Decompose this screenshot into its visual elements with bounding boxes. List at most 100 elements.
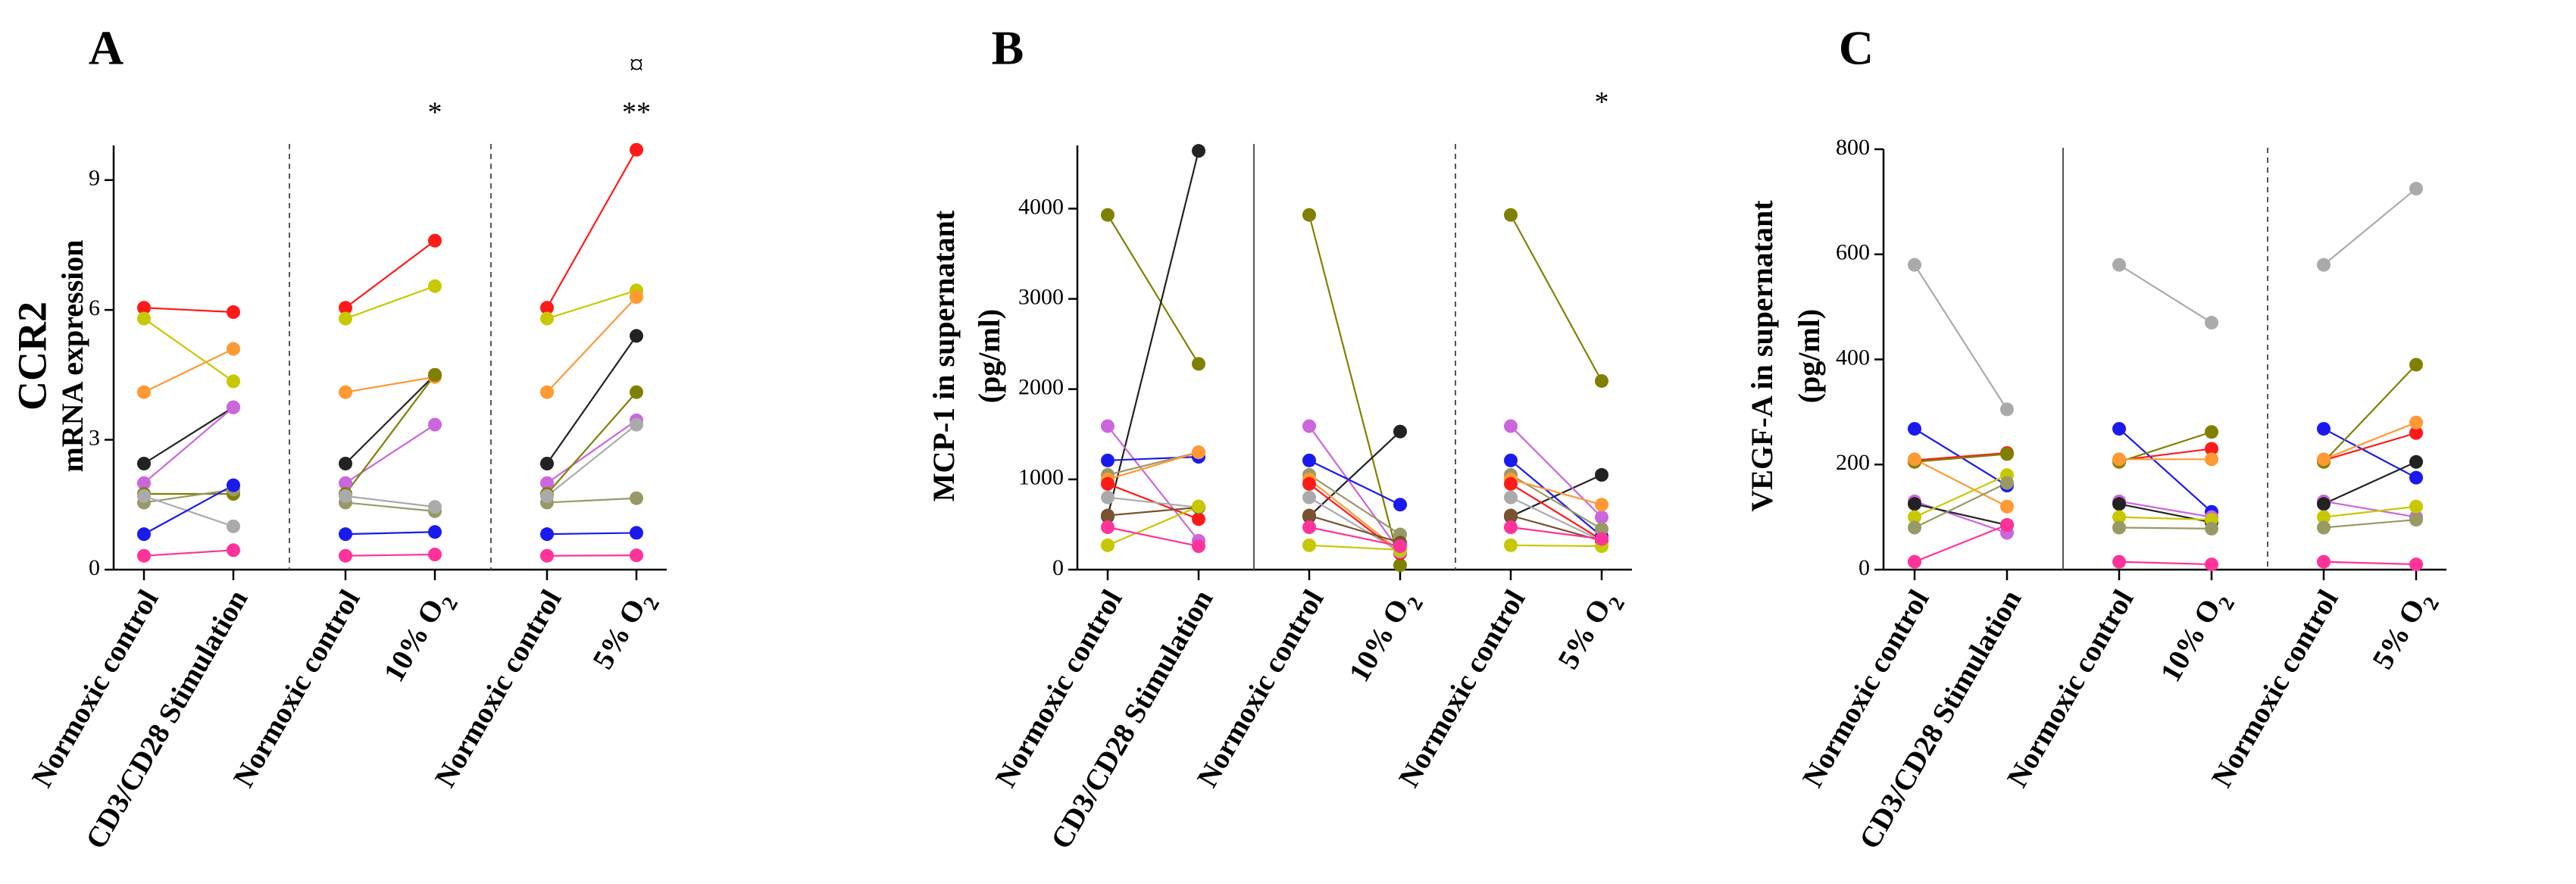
data-point [2112,497,2126,511]
data-point [1192,445,1205,460]
data-point [2409,470,2423,485]
series-line [1914,451,2008,461]
y-tick-label: 9 [89,166,100,191]
series-line [1914,453,2008,463]
series-line [1914,503,2008,526]
data-point [1595,532,1608,546]
series-line [2323,561,2417,566]
data-point [1504,490,1518,504]
series-line [1914,482,2008,529]
data-point [1302,208,1316,222]
panel-letter: B [992,21,1024,75]
data-point [630,329,643,343]
series-line [1510,544,1602,548]
data-point [1908,452,1921,467]
series-6 [1107,451,1602,553]
data-point [2112,554,2126,569]
data-point [540,489,554,503]
significance-mark: ¤ [630,49,644,81]
data-point [1595,510,1608,524]
data-point [1504,476,1518,491]
data-point [1101,538,1114,552]
x-tick-label: 10% O2 [377,584,463,691]
series-2 [1914,428,2417,513]
data-point [1504,208,1518,222]
data-point [1908,258,1921,272]
series-1 [1914,188,2417,410]
series-line [1308,430,1401,517]
series-line [345,239,436,309]
series-line [1107,451,1199,480]
y-tick-label: 1000 [1018,465,1064,490]
y-tick-label: 0 [1859,555,1870,580]
y-axis-sublabel: mRNA expression [55,239,89,472]
data-point [2409,182,2423,196]
data-point [2317,497,2331,511]
panel-letter: A [89,21,123,75]
series-line [2323,461,2417,505]
series-line [1107,496,1199,508]
series-5 [1914,421,2417,508]
data-point [227,519,240,533]
series-line [1510,425,1602,518]
y-tick-label: 0 [1052,555,1064,580]
data-point [428,500,442,514]
data-point [339,527,352,542]
series-line [143,307,234,314]
data-point [540,457,554,470]
series-line [2118,431,2212,463]
series-8 [1914,474,2417,521]
data-point [1101,508,1114,523]
series-line [2323,518,2417,529]
data-point [2000,518,2014,533]
series-line [143,348,234,393]
series-line [1308,214,1402,566]
series-line [1308,526,1401,548]
series-line [2118,561,2212,566]
y-tick-label: 3000 [1018,284,1064,309]
series-line [2323,421,2417,461]
data-point [428,233,442,248]
series-line [143,549,234,557]
data-point [339,548,352,563]
series-line [546,149,637,308]
data-point [137,548,151,563]
data-point [2000,447,2014,461]
series-line [1308,425,1401,552]
data-point [1302,508,1316,523]
data-point [339,301,352,315]
series-9 [1914,482,2417,529]
data-point [1302,538,1316,552]
data-point [227,478,240,492]
data-point [1393,424,1407,439]
data-point [630,417,643,432]
series-line [345,374,436,464]
data-point [2112,258,2126,272]
data-point [227,543,240,558]
series-line [546,497,637,504]
series-4 [1914,364,2417,463]
data-point [428,548,442,561]
data-point [2205,558,2218,572]
series-10 [1107,505,1602,551]
data-point [2317,554,2331,569]
data-point [1192,512,1205,526]
data-point [227,400,240,414]
y-tick-label: 6 [89,295,100,320]
data-point [630,548,643,563]
series-line [2323,364,2417,463]
series-line [1308,514,1401,544]
data-point [2317,452,2331,467]
series-line [546,335,637,464]
panel-B: B MCP-1 in supernatant (pg/ml) 0 1000 2000 300… [927,21,1632,854]
series-3 [1107,425,1602,552]
data-point [2317,422,2331,436]
data-point [2205,452,2218,467]
data-point [1595,498,1608,512]
series-line [546,289,637,320]
data-point [1192,539,1205,554]
series-line [1308,473,1401,536]
y-tick-label: 3 [89,425,100,450]
data-point [540,527,554,542]
